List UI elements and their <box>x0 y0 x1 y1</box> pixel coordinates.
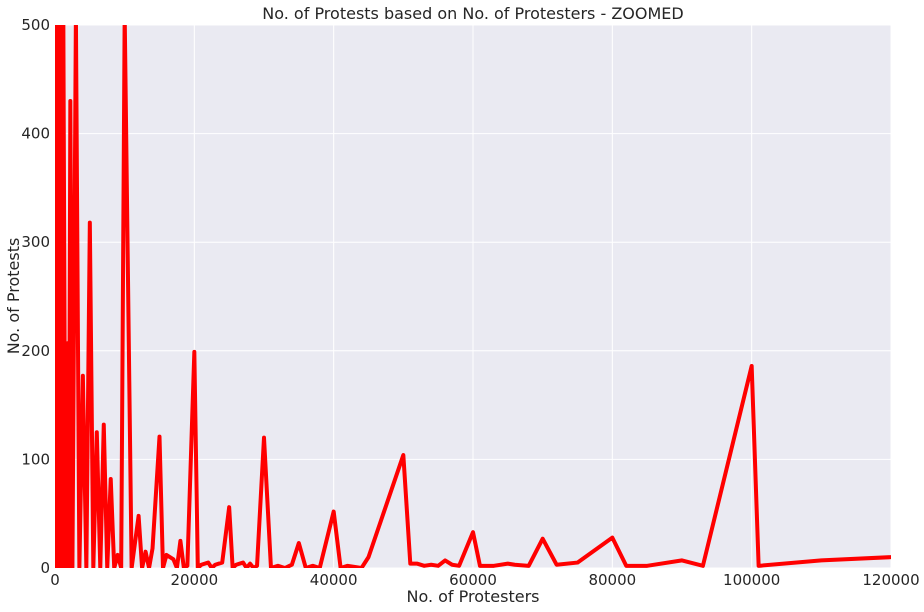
x-tick-label: 80000 <box>588 571 636 589</box>
x-tick-label: 20000 <box>170 571 218 589</box>
y-axis-label: No. of Protests <box>4 238 23 355</box>
x-tick-label: 0 <box>50 571 60 589</box>
y-tick-label: 0 <box>40 559 50 577</box>
x-tick-label: 60000 <box>449 571 497 589</box>
series-layer <box>55 25 891 568</box>
y-tick-label: 300 <box>21 233 50 251</box>
tick-labels: 0 20000 40000 60000 80000 100000 120000 0 100 200… <box>21 16 919 589</box>
y-tick-label: 400 <box>21 125 50 143</box>
x-tick-label: 40000 <box>310 571 358 589</box>
y-tick-label: 500 <box>21 16 50 34</box>
y-tick-label: 200 <box>21 342 50 360</box>
chart-title: No. of Protests based on No. of Proteste… <box>262 4 683 23</box>
series-line <box>55 25 891 568</box>
x-tick-label: 120000 <box>862 571 919 589</box>
x-axis-label: No. of Protesters <box>406 587 539 606</box>
x-tick-label: 100000 <box>723 571 780 589</box>
y-tick-label: 100 <box>21 450 50 468</box>
